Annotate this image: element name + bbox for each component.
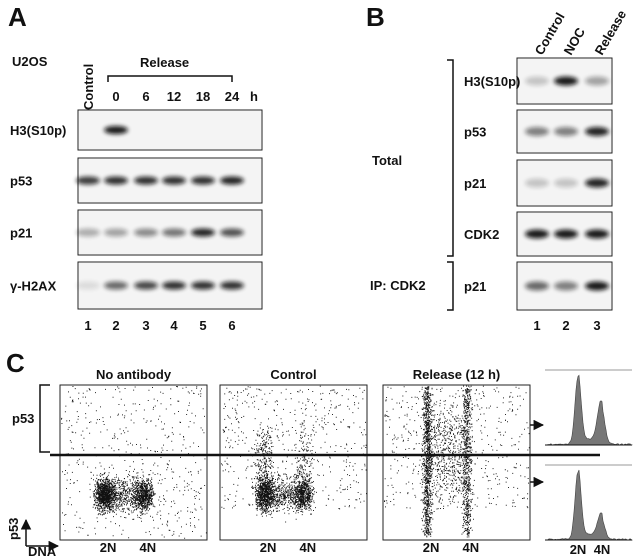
panel-label: C xyxy=(6,348,25,378)
lane-number: 5 xyxy=(199,318,206,333)
band xyxy=(134,228,158,237)
scatter-plot xyxy=(59,384,208,541)
panel-label: A xyxy=(8,2,27,32)
band xyxy=(162,281,186,290)
band xyxy=(76,228,100,237)
dna-label: 2N xyxy=(260,540,277,555)
dna-label: 4N xyxy=(139,540,156,555)
lane-number: 4 xyxy=(170,318,178,333)
plot-title: No antibody xyxy=(96,367,172,382)
column-label: Release xyxy=(592,7,630,57)
row-label: p53 xyxy=(464,125,486,140)
band xyxy=(191,228,215,237)
band xyxy=(162,228,186,237)
scatter-plot xyxy=(382,384,531,541)
dna-label: 4N xyxy=(299,540,316,555)
dna-label: 2N xyxy=(100,540,117,555)
band xyxy=(585,281,609,291)
histogram xyxy=(547,469,634,541)
column-label: NOC xyxy=(561,24,589,57)
timepoint: 0 xyxy=(112,89,119,104)
band xyxy=(220,176,244,185)
group-label: IP: CDK2 xyxy=(370,278,426,293)
scatter-dots xyxy=(384,385,530,538)
band xyxy=(104,228,128,237)
axis-label: DNA xyxy=(28,544,57,558)
band xyxy=(76,281,100,290)
band xyxy=(525,281,549,291)
bracket-label: p53 xyxy=(12,411,34,426)
band xyxy=(585,178,609,188)
timepoint: 12 xyxy=(167,89,181,104)
timepoint: 6 xyxy=(142,89,149,104)
release-label: Release xyxy=(140,55,189,70)
band xyxy=(76,176,100,185)
row-label: p21 xyxy=(464,176,486,191)
band xyxy=(554,178,578,188)
band xyxy=(191,281,215,290)
scatter-plot xyxy=(219,384,368,541)
total-bracket xyxy=(447,59,454,257)
axis-label: p53 xyxy=(6,518,21,540)
band xyxy=(525,127,549,136)
timepoint: 18 xyxy=(196,89,210,104)
lane-number: 1 xyxy=(84,318,91,333)
row-label: H3(S10p) xyxy=(10,123,66,138)
row-label: H3(S10p) xyxy=(464,74,520,89)
band xyxy=(554,76,578,86)
dna-label: 2N xyxy=(570,542,587,557)
band xyxy=(585,76,609,86)
lane-number: 6 xyxy=(228,318,235,333)
scatter-dots xyxy=(221,385,367,523)
band xyxy=(104,126,128,134)
column-label: Control xyxy=(81,64,96,110)
row-label: p21 xyxy=(464,279,486,294)
dna-label: 2N xyxy=(423,540,440,555)
timepoint: 24 xyxy=(225,89,240,104)
band xyxy=(525,229,549,239)
plot-title: Control xyxy=(270,367,316,382)
band xyxy=(554,127,578,136)
band xyxy=(134,281,158,290)
band xyxy=(585,127,609,136)
panel-label: B xyxy=(366,2,385,32)
release-bracket xyxy=(107,75,233,82)
histogram xyxy=(547,374,633,446)
band xyxy=(525,76,549,86)
band xyxy=(191,176,215,185)
band xyxy=(525,178,549,188)
scatter-dots xyxy=(61,386,207,539)
dna-label: 4N xyxy=(462,540,479,555)
p53-bracket xyxy=(39,384,50,453)
band xyxy=(162,176,186,185)
cell-line: U2OS xyxy=(12,54,48,69)
group-label: Total xyxy=(372,153,402,168)
band xyxy=(104,176,128,185)
lane-number: 2 xyxy=(562,318,569,333)
row-label: CDK2 xyxy=(464,227,499,242)
dna-label: 4N xyxy=(594,542,611,557)
band xyxy=(554,281,578,291)
lane-number: 3 xyxy=(593,318,600,333)
row-label: p53 xyxy=(10,174,32,189)
lane-number: 1 xyxy=(533,318,540,333)
band xyxy=(220,228,244,237)
ip-bracket xyxy=(447,261,454,311)
lane-number: 2 xyxy=(112,318,119,333)
lane-number: 3 xyxy=(142,318,149,333)
band xyxy=(134,176,158,185)
row-label: γ-H2AX xyxy=(10,279,57,294)
time-unit: h xyxy=(250,89,258,104)
row-label: p21 xyxy=(10,226,32,241)
band xyxy=(104,281,128,290)
band xyxy=(554,229,578,239)
band xyxy=(585,229,609,239)
plot-title: Release (12 h) xyxy=(413,367,500,382)
band xyxy=(220,281,244,290)
